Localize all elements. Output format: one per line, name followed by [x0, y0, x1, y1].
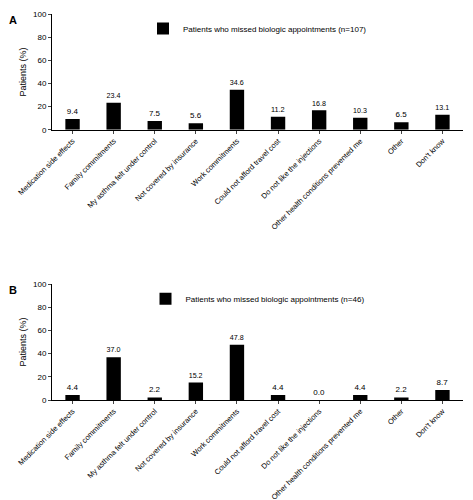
svg-text:Patients who missed biologic a: Patients who missed biologic appointment… — [186, 295, 365, 304]
svg-text:0.0: 0.0 — [313, 388, 325, 397]
svg-text:47.8: 47.8 — [230, 334, 244, 342]
svg-text:Do not like the injections: Do not like the injections — [259, 407, 323, 471]
svg-text:Not covered by insurance: Not covered by insurance — [133, 137, 200, 204]
svg-text:5.6: 5.6 — [190, 111, 202, 120]
svg-text:40: 40 — [37, 349, 46, 358]
svg-text:Other health conditions preven: Other health conditions prevented me — [270, 407, 365, 500]
svg-text:Could not afford travel cost: Could not afford travel cost — [212, 406, 282, 476]
svg-text:Not covered by insurance: Not covered by insurance — [133, 407, 200, 474]
svg-text:80: 80 — [37, 303, 46, 312]
svg-text:37.0: 37.0 — [106, 346, 120, 354]
svg-text:80: 80 — [37, 33, 46, 42]
svg-text:0: 0 — [42, 126, 47, 135]
svg-text:15.2: 15.2 — [189, 372, 203, 380]
svg-text:Family commitments: Family commitments — [63, 407, 118, 462]
svg-text:Work commitments: Work commitments — [189, 407, 241, 459]
svg-text:Other: Other — [386, 136, 406, 156]
svg-text:Medication side effects: Medication side effects — [16, 407, 76, 467]
svg-text:20: 20 — [37, 102, 46, 111]
svg-text:23.4: 23.4 — [106, 92, 120, 100]
svg-text:Could not afford travel cost: Could not afford travel cost — [212, 136, 282, 206]
svg-text:6.5: 6.5 — [396, 110, 408, 119]
svg-text:20: 20 — [37, 373, 46, 382]
svg-text:60: 60 — [37, 56, 46, 65]
svg-text:Medication side effects: Medication side effects — [16, 137, 76, 197]
svg-text:Patients (%): Patients (%) — [18, 47, 28, 96]
svg-text:100: 100 — [33, 10, 47, 19]
svg-text:2.2: 2.2 — [149, 385, 161, 394]
svg-text:Work commitments: Work commitments — [189, 137, 241, 189]
svg-text:2.2: 2.2 — [396, 385, 408, 394]
svg-text:4.4: 4.4 — [272, 383, 284, 392]
svg-text:4.4: 4.4 — [67, 383, 79, 392]
svg-text:Patients (%): Patients (%) — [18, 318, 28, 367]
svg-text:Don't know: Don't know — [414, 136, 447, 169]
svg-text:7.5: 7.5 — [149, 109, 161, 118]
svg-text:9.4: 9.4 — [67, 107, 79, 116]
svg-text:11.2: 11.2 — [271, 105, 285, 114]
svg-text:Patients who missed biologic a: Patients who missed biologic appointment… — [183, 25, 366, 34]
svg-text:8.7: 8.7 — [437, 378, 449, 387]
svg-text:0: 0 — [42, 396, 47, 405]
svg-text:Other: Other — [386, 407, 406, 427]
svg-text:16.8: 16.8 — [312, 100, 326, 108]
svg-text:10.3: 10.3 — [353, 107, 367, 115]
svg-text:B: B — [9, 284, 17, 296]
svg-text:4.4: 4.4 — [354, 383, 366, 392]
svg-text:My asthma felt under control: My asthma felt under control — [86, 407, 160, 481]
svg-text:Family commitments: Family commitments — [63, 137, 118, 192]
svg-text:60: 60 — [37, 326, 46, 335]
svg-text:40: 40 — [37, 79, 46, 88]
svg-text:34.6: 34.6 — [230, 79, 244, 87]
svg-text:Don't know: Don't know — [414, 407, 447, 440]
svg-text:Do not like the injections: Do not like the injections — [259, 137, 323, 201]
svg-text:100: 100 — [33, 280, 47, 289]
svg-text:A: A — [9, 14, 17, 26]
svg-text:13.1: 13.1 — [435, 104, 449, 112]
svg-text:My asthma felt under control: My asthma felt under control — [86, 137, 160, 211]
svg-text:Other health conditions preven: Other health conditions prevented me — [270, 137, 365, 232]
